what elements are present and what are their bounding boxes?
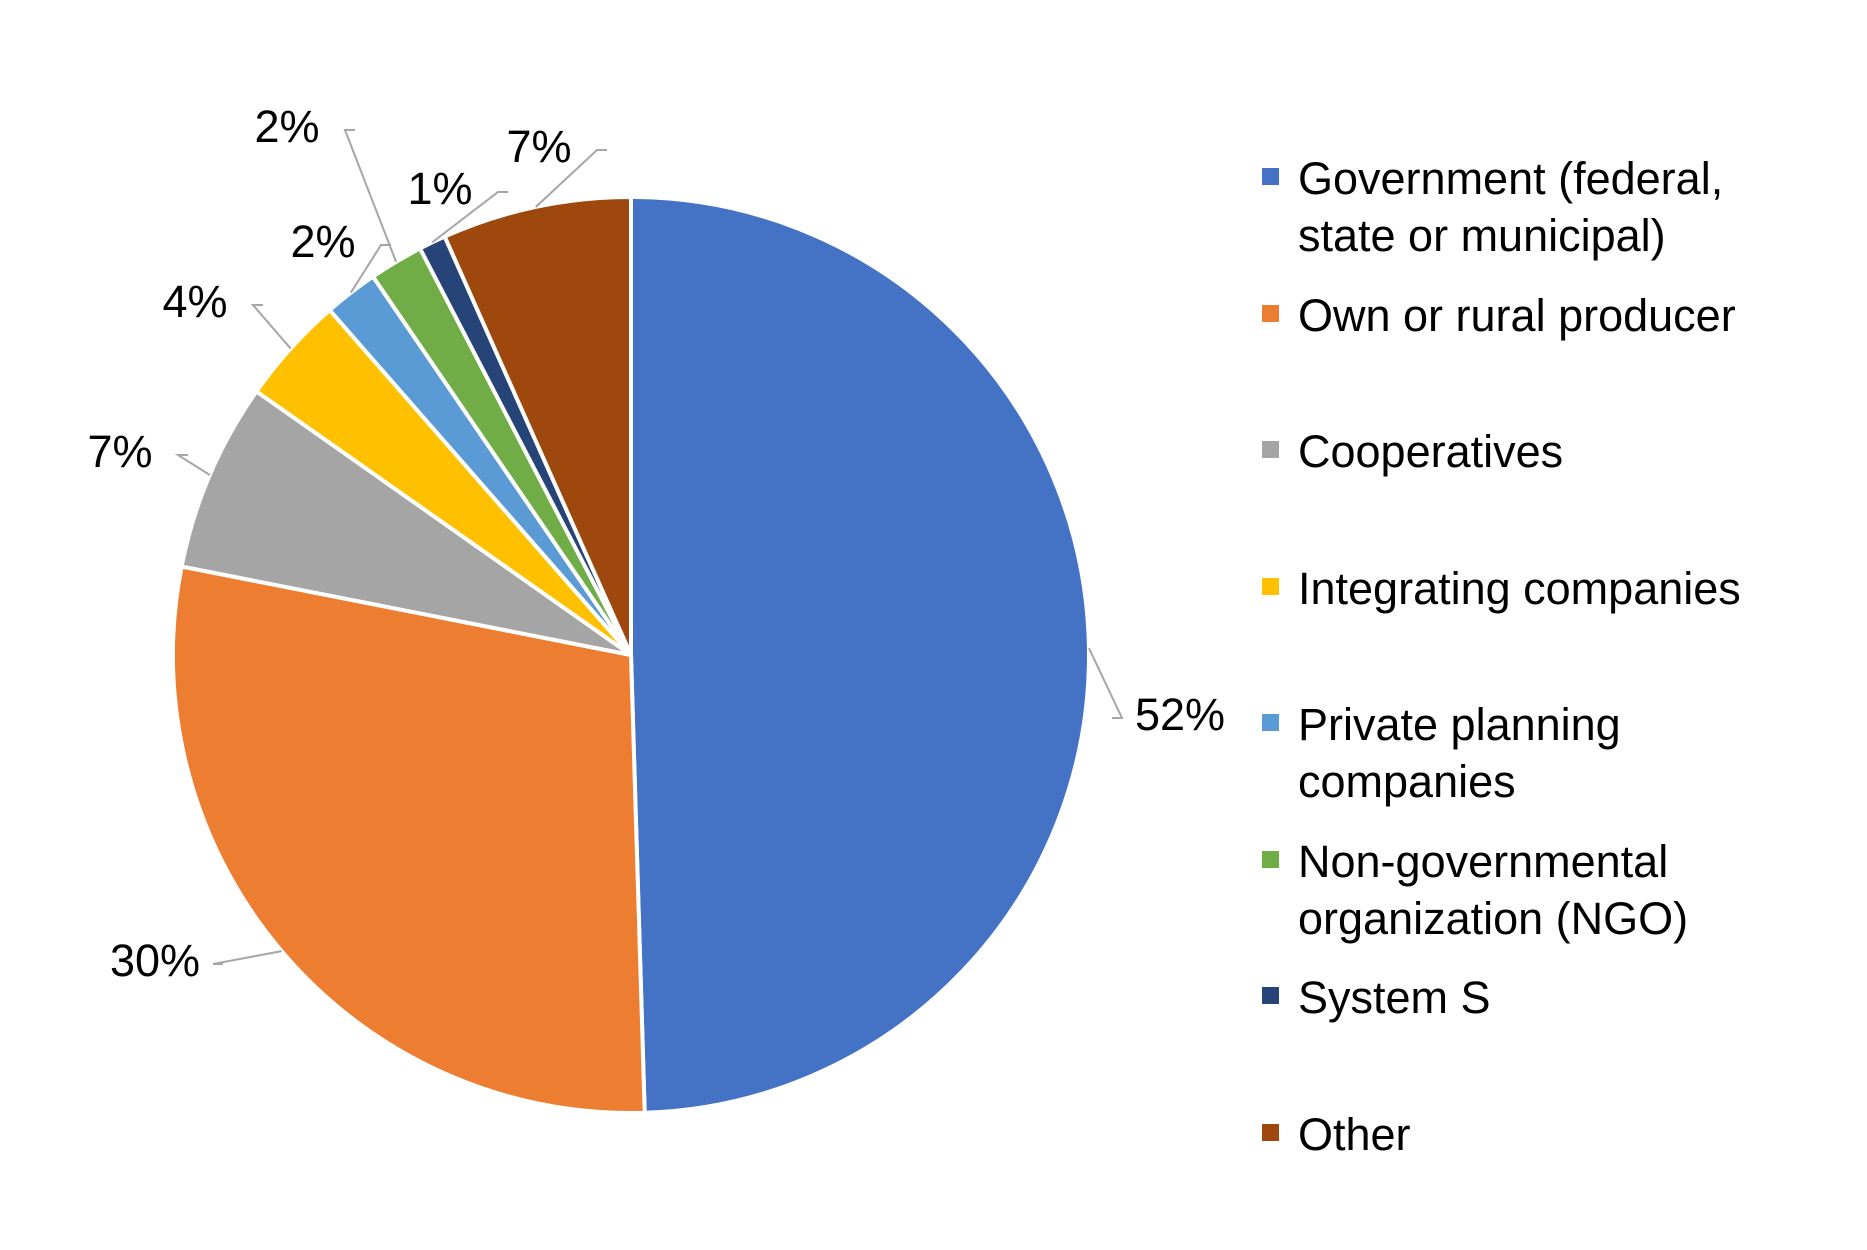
legend-swatch	[1262, 304, 1279, 322]
legend-swatch	[1262, 441, 1279, 458]
legend-swatch	[1262, 1123, 1279, 1141]
legend-label: Government (federal, state or municipal)	[1298, 153, 1724, 261]
data-label: 1%	[407, 163, 472, 214]
data-label: 2%	[290, 216, 355, 267]
legend-swatch	[1262, 987, 1279, 1004]
data-label: 7%	[506, 121, 571, 172]
data-label: 52%	[1135, 689, 1225, 740]
legend-swatch	[1262, 850, 1279, 868]
pie-slice	[629, 194, 1092, 1115]
pie-slice	[442, 194, 633, 656]
pie-slice	[171, 564, 647, 1115]
legend-label: Other	[1298, 1108, 1411, 1160]
data-label: 4%	[162, 276, 227, 327]
data-label: 7%	[87, 426, 152, 477]
legend-swatch	[1262, 168, 1279, 185]
leader-line	[431, 191, 508, 244]
leader-line	[343, 129, 398, 263]
data-label: 2%	[254, 101, 319, 152]
legend-swatch	[1262, 714, 1279, 731]
legend-label: Private planning companies	[1298, 699, 1621, 807]
legend-label: System S	[1298, 972, 1491, 1023]
leader-line	[535, 149, 607, 208]
leader-line	[174, 454, 211, 476]
leader-line	[250, 304, 292, 350]
legend-swatch	[1262, 577, 1279, 595]
leader-line	[349, 244, 391, 294]
leader-line	[212, 950, 282, 965]
legend-label: Own or rural producer	[1298, 289, 1736, 341]
leader-line	[1088, 647, 1124, 719]
legend-label: Non-governmental organization (NGO)	[1298, 835, 1689, 944]
data-label: 30%	[110, 935, 200, 986]
legend-label: Cooperatives	[1298, 426, 1564, 477]
legend-label: Integrating companies	[1298, 562, 1741, 614]
pie-slice	[179, 388, 633, 657]
